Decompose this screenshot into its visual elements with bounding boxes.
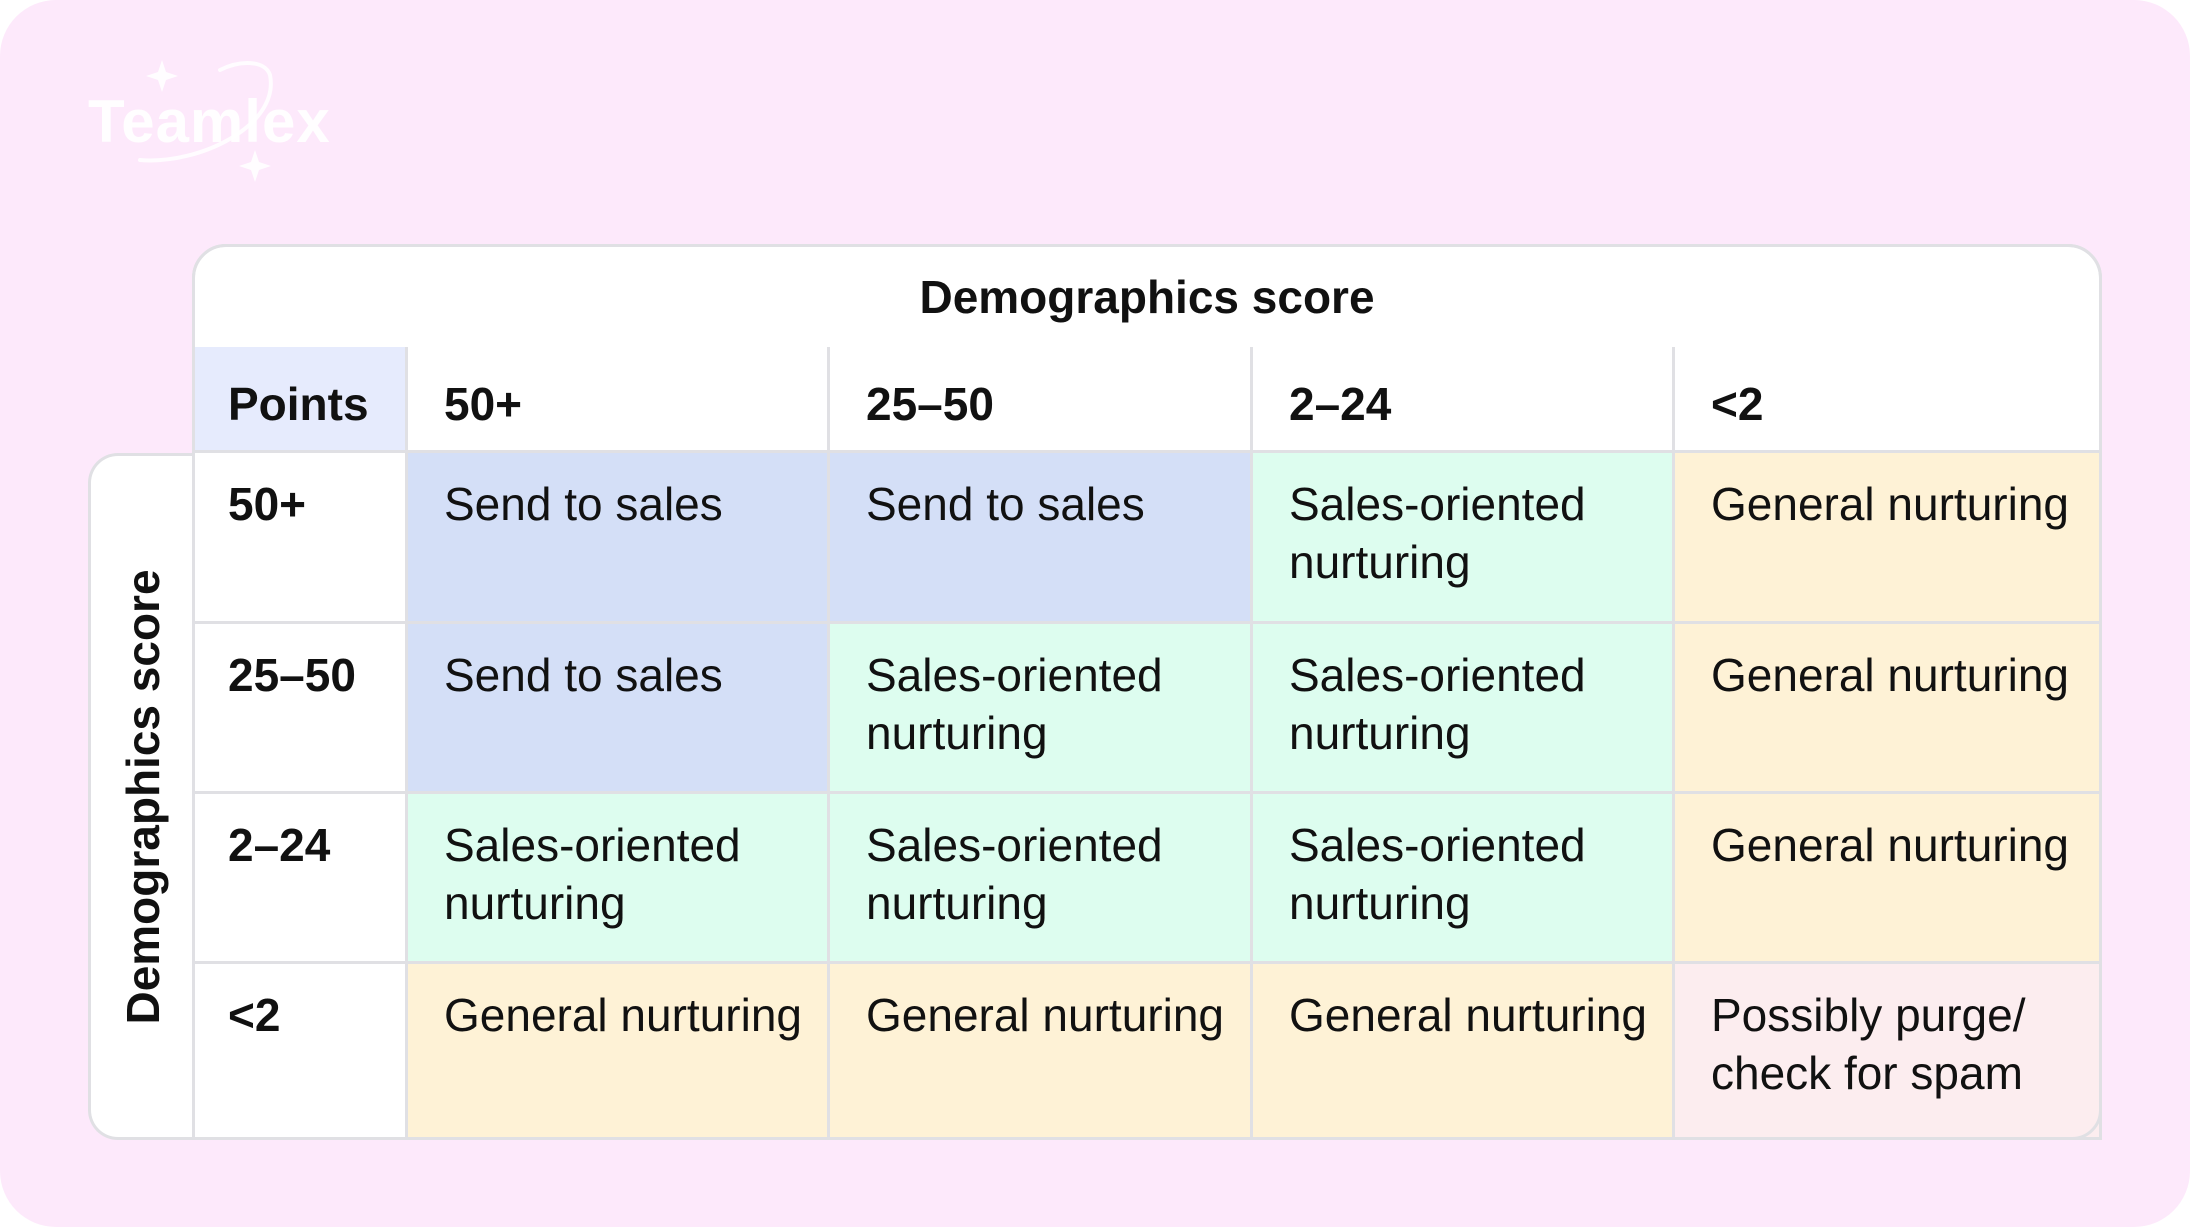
row-header: <2 [192,964,408,1140]
matrix-cell: General nurturing [1675,794,2102,964]
matrix-cell-label: Sales-oriented nurturing [866,649,1163,759]
logo-text: Teamlex [88,88,331,155]
matrix-cell-label: Sales-oriented nurturing [444,819,741,929]
corner-points-label-label: Points [228,378,369,430]
matrix-cell: General nurturing [408,964,830,1140]
column-header-label: 50+ [444,378,523,430]
matrix-cell: Sales-oriented nurturing [1253,453,1675,624]
column-header: 2–24 [1253,347,1675,453]
matrix-cell-label: General nurturing [1289,989,1647,1041]
row-header: 25–50 [192,624,408,794]
row-header-label: 25–50 [228,649,356,701]
matrix-cell-label: General nurturing [444,989,802,1041]
matrix-cell: Possibly purge/ check for spam [1675,964,2102,1140]
matrix-cell: Sales-oriented nurturing [408,794,830,964]
matrix-cell: Sales-oriented nurturing [1253,624,1675,794]
column-header: 50+ [408,347,830,453]
row-axis-title-box [88,453,195,1140]
matrix-cell: General nurturing [1675,624,2102,794]
column-header: <2 [1675,347,2102,453]
matrix-cell: Sales-oriented nurturing [830,624,1253,794]
matrix-cell: General nurturing [830,964,1253,1140]
matrix-cell-label: Possibly purge/ check for spam [1711,989,2026,1099]
matrix-cell: Sales-oriented nurturing [1253,794,1675,964]
matrix-cell: General nurturing [1675,453,2102,624]
matrix-cell-label: Send to sales [866,478,1145,530]
matrix-cell-label: General nurturing [866,989,1224,1041]
matrix-cell: Sales-oriented nurturing [830,794,1253,964]
matrix-cell-label: General nurturing [1711,478,2069,530]
logo: Teamlex [80,55,350,195]
matrix-cell: Send to sales [408,453,830,624]
row-header: 50+ [192,453,408,624]
matrix-cell-label: Send to sales [444,649,723,701]
row-header-label: 50+ [228,478,307,530]
matrix-cell-label: General nurturing [1711,649,2069,701]
column-header-label: 2–24 [1289,378,1392,430]
row-header: 2–24 [192,794,408,964]
corner-points-label: Points [192,347,408,453]
matrix-cell: Send to sales [830,453,1253,624]
column-header-label: 25–50 [866,378,994,430]
matrix-cell: Send to sales [408,624,830,794]
matrix-cell-label: Sales-oriented nurturing [1289,478,1586,588]
column-header-label: <2 [1711,378,1764,430]
matrix-cell-label: Sales-oriented nurturing [866,819,1163,929]
matrix-cell-label: Sales-oriented nurturing [1289,649,1586,759]
logo-swoosh-icon [138,60,273,182]
column-header: 25–50 [830,347,1253,453]
matrix-cell-label: Sales-oriented nurturing [1289,819,1586,929]
matrix-cell: General nurturing [1253,964,1675,1140]
matrix-cell-label: Send to sales [444,478,723,530]
row-header-label: 2–24 [228,819,331,871]
matrix-cell-label: General nurturing [1711,819,2069,871]
row-header-label: <2 [228,989,281,1041]
